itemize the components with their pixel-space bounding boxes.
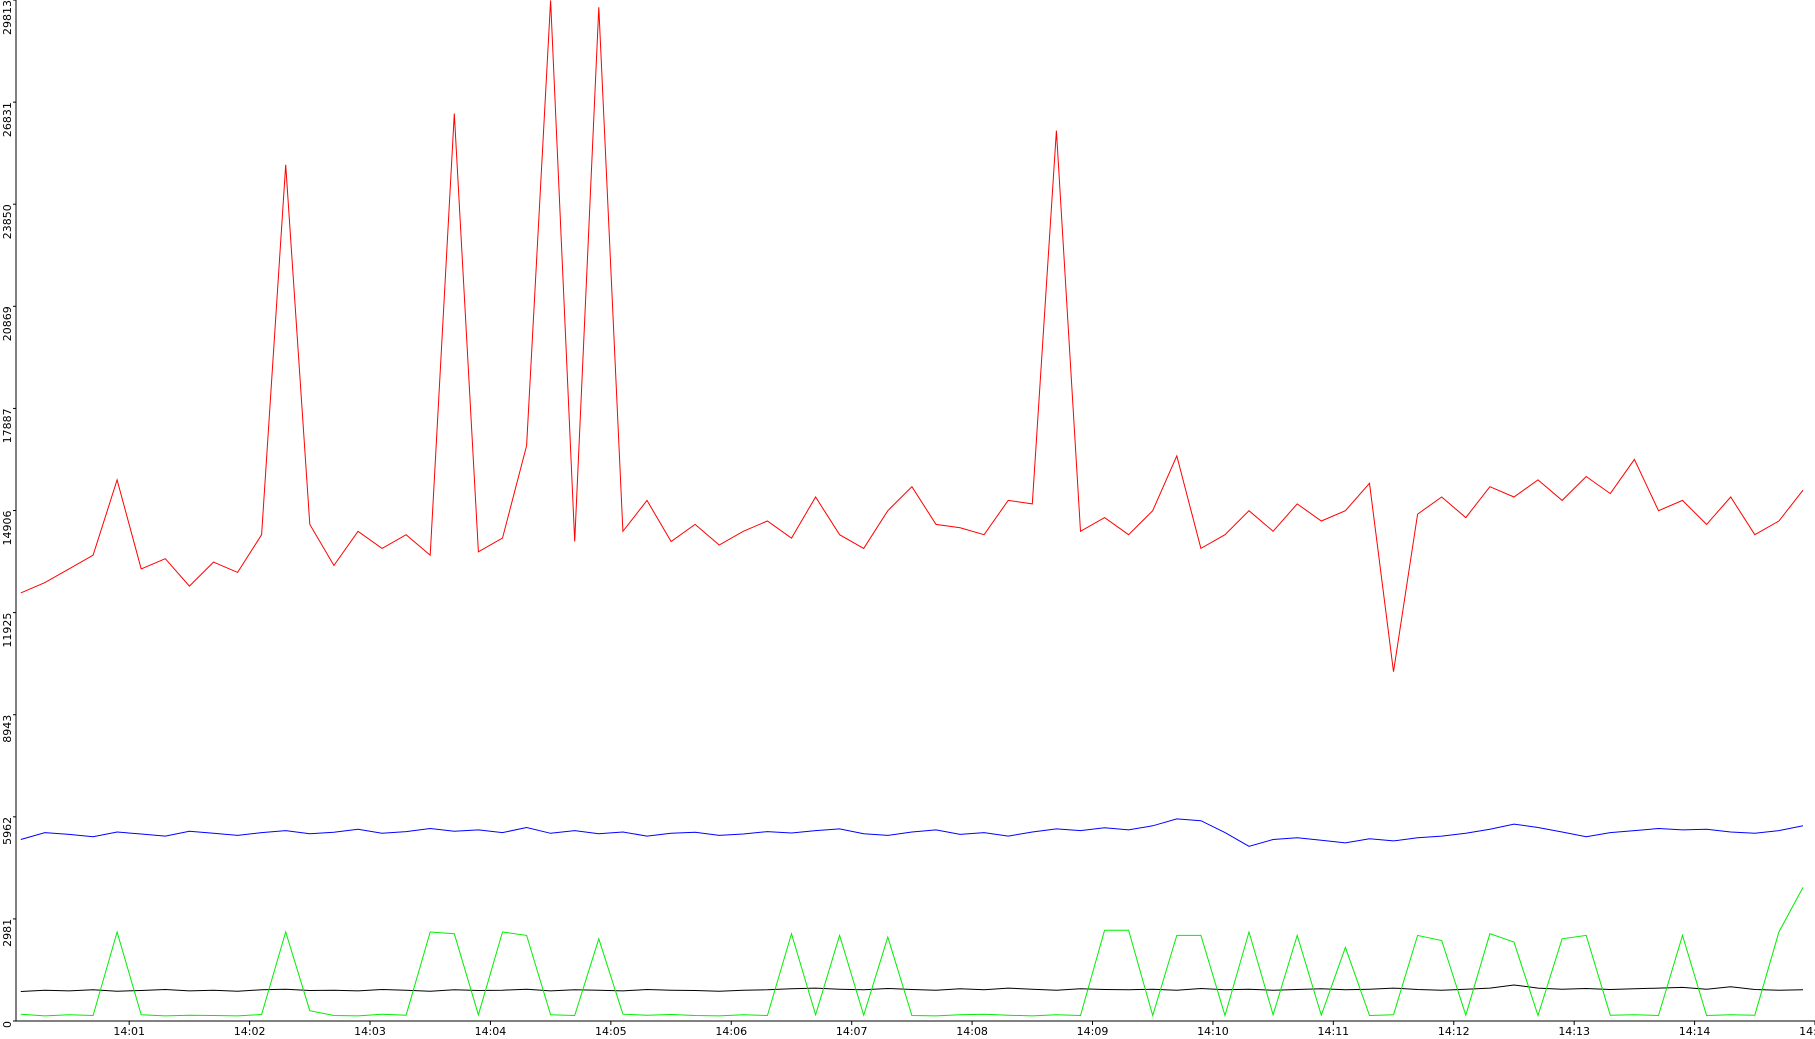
y-tick-label: 5962 (1, 817, 14, 845)
series-line (20, 818, 1804, 847)
x-tick-label: 14:09 (1077, 1025, 1109, 1038)
x-tick-label: 14:10 (1197, 1025, 1229, 1038)
y-tick-label: 11925 (1, 613, 14, 648)
x-tick-label: 14:13 (1558, 1025, 1590, 1038)
x-tick-label: 14:06 (715, 1025, 747, 1038)
series-line (20, 887, 1804, 1018)
x-tick-label: 14:01 (113, 1025, 145, 1038)
x-tick-label: 14:15 (1799, 1025, 1815, 1038)
x-tick-label: 14:08 (956, 1025, 988, 1038)
x-tick-label: 14:04 (475, 1025, 507, 1038)
y-tick-label: 8943 (1, 715, 14, 743)
x-tick-label: 14:05 (595, 1025, 627, 1038)
y-tick-label: 17887 (1, 408, 14, 443)
x-tick-label: 14:11 (1317, 1025, 1349, 1038)
y-tick-label: 29813 (1, 0, 14, 35)
y-tick-label: 0 (1, 1021, 14, 1028)
x-tick-label: 14:07 (836, 1025, 868, 1038)
y-tick-label: 23850 (1, 204, 14, 239)
y-tick-label: 26831 (1, 102, 14, 137)
series-line (20, 984, 1804, 992)
y-tick-label: 2981 (1, 919, 14, 947)
x-tick-label: 14:14 (1679, 1025, 1711, 1038)
x-tick-label: 14:03 (354, 1025, 386, 1038)
x-tick-label: 14:02 (234, 1025, 266, 1038)
series-line (20, 0, 1804, 672)
y-tick-label: 14906 (1, 511, 14, 546)
x-tick-label: 14:12 (1438, 1025, 1470, 1038)
y-tick-label: 20869 (1, 306, 14, 341)
